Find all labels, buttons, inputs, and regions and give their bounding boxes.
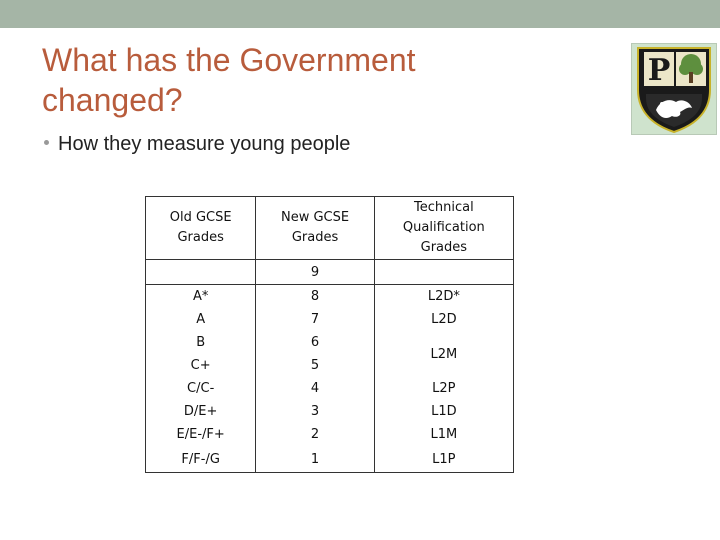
old-grade-cell: B bbox=[144, 331, 257, 354]
technical-grade-cell: L2D bbox=[373, 308, 515, 331]
old-grade-cell: E/E-/F+ bbox=[144, 423, 257, 446]
new-grade-cell: 6 bbox=[255, 331, 375, 354]
technical-grade-cell: L1P bbox=[373, 446, 515, 473]
new-grade-cell: 9 bbox=[255, 259, 375, 285]
bullet-item: How they measure young people bbox=[44, 133, 350, 156]
crest-letter: P bbox=[648, 53, 671, 88]
old-grade-cell: A bbox=[144, 308, 257, 331]
table-row: A* 8 L2D* bbox=[144, 284, 515, 308]
grades-table: Old GCSE Grades New GCSE Grades Technica… bbox=[144, 196, 515, 473]
new-grade-cell: 5 bbox=[255, 354, 375, 377]
old-grade-cell: A* bbox=[144, 284, 257, 308]
header-technical: Technical Qualification Grades bbox=[373, 196, 515, 260]
bullet-dot-icon bbox=[44, 140, 49, 146]
table-row: C/C- 4 L2P bbox=[144, 377, 515, 400]
top-bar bbox=[0, 0, 720, 28]
old-grade-cell: C+ bbox=[144, 354, 257, 377]
bullet-text: How they measure young people bbox=[58, 133, 351, 155]
slide-title: What has the Government changed? bbox=[42, 40, 562, 120]
crest-icon: P bbox=[637, 47, 711, 134]
new-grade-cell: 4 bbox=[255, 377, 375, 400]
old-grade-cell: F/F-/G bbox=[144, 446, 257, 473]
header-old-gcse: Old GCSE Grades bbox=[144, 196, 257, 260]
header-technical-label: Technical Qualification Grades bbox=[402, 200, 485, 255]
table-row: 9 bbox=[144, 259, 515, 285]
new-grade-cell: 8 bbox=[255, 284, 375, 308]
slide-title-line-1: What has the Government bbox=[42, 42, 416, 78]
table-row: F/F-/G 1 L1P bbox=[144, 446, 515, 473]
header-old-gcse-label: Old GCSE Grades bbox=[169, 210, 232, 245]
header-new-gcse-label: New GCSE Grades bbox=[280, 210, 350, 245]
table-row: D/E+ 3 L1D bbox=[144, 400, 515, 423]
slide-title-line-2: changed? bbox=[42, 82, 183, 118]
technical-grade-cell: L2M bbox=[373, 331, 515, 377]
table-row: B 6 L2M bbox=[144, 331, 515, 377]
table-header-row: Old GCSE Grades New GCSE Grades Technica… bbox=[144, 196, 515, 260]
old-grade-cell bbox=[144, 259, 257, 285]
new-grade-cell: 7 bbox=[255, 308, 375, 331]
header-new-gcse: New GCSE Grades bbox=[255, 196, 375, 260]
technical-grade-cell bbox=[373, 259, 515, 285]
old-grade-cell: C/C- bbox=[144, 377, 257, 400]
technical-grade-cell: L2P bbox=[373, 377, 515, 400]
new-grade-cell: 1 bbox=[255, 446, 375, 473]
technical-grade-cell: L2D* bbox=[373, 284, 515, 308]
table-row: C+ 5 bbox=[144, 354, 514, 377]
school-crest-logo: P bbox=[631, 43, 717, 135]
technical-grade-cell: L1D bbox=[373, 400, 515, 423]
technical-grade-cell: L1M bbox=[373, 423, 515, 446]
old-grade-cell: D/E+ bbox=[144, 400, 257, 423]
new-grade-cell: 3 bbox=[255, 400, 375, 423]
table-row: A 7 L2D bbox=[144, 308, 515, 331]
table-row: E/E-/F+ 2 L1M bbox=[144, 423, 515, 446]
new-grade-cell: 2 bbox=[255, 423, 375, 446]
